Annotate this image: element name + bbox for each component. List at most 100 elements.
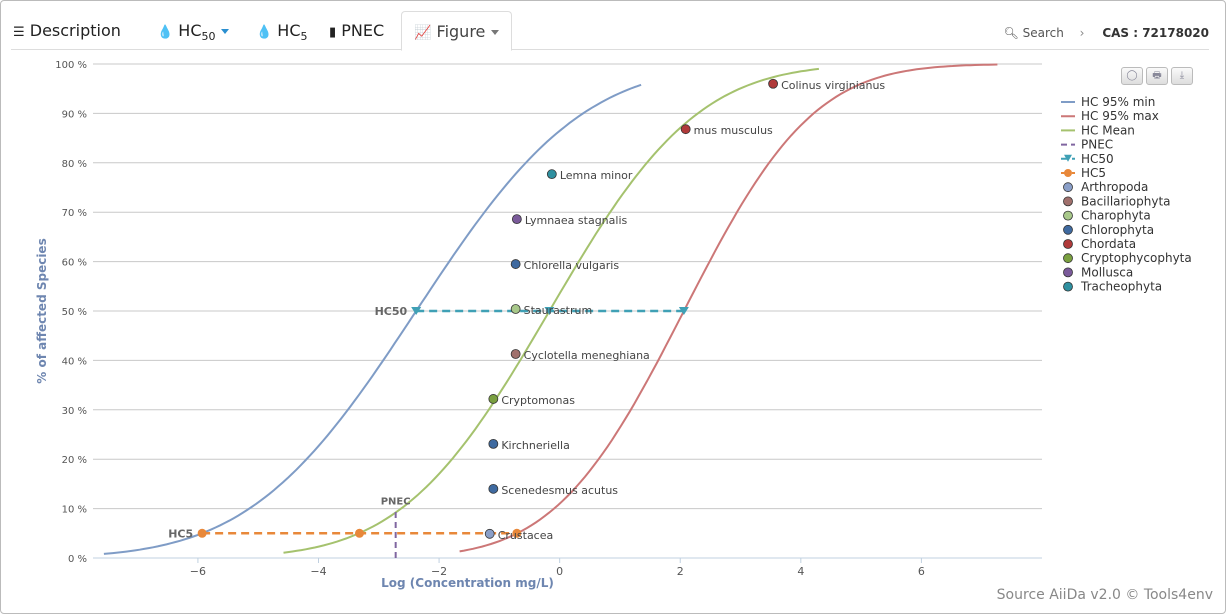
species-label: Cryptomonas [501, 394, 575, 407]
species-point [510, 259, 521, 269]
hc5-marker [512, 528, 522, 538]
tab-hc5[interactable]: 💧 HC5 [256, 21, 308, 44]
breadcrumb: 🔍︎ Search › CAS : 72178020 [1004, 13, 1209, 53]
book-icon: ▮ [329, 25, 337, 40]
x-tick-label: −2 [431, 565, 447, 578]
legend-marker [1063, 281, 1073, 292]
legend-item: Bacillariophyta [1081, 194, 1171, 208]
y-axis-title: % of affected Species [35, 238, 49, 383]
chart-icon: 📈 [414, 25, 432, 41]
y-tick-label: 70 % [62, 208, 87, 219]
print-button[interactable]: 🖶 [1146, 67, 1168, 85]
tab-hc50[interactable]: 💧 HC50 [157, 11, 230, 49]
species-label: Chlorella vulgaris [524, 259, 620, 272]
chevron-right-icon: › [1079, 26, 1085, 40]
species-point [768, 78, 778, 89]
hc5-label: HC5 [168, 527, 193, 540]
y-tick-label: 60 % [62, 258, 87, 269]
x-tick-label: −6 [190, 565, 206, 578]
species-label: Cyclotella meneghiana [524, 349, 650, 362]
legend-item: Arthropoda [1081, 180, 1148, 194]
chart-export-buttons: ◯ 🖶 ⤓ [1121, 63, 1196, 85]
species-point [511, 214, 522, 225]
y-tick-label: 50 % [62, 307, 87, 318]
curve-hc-95-min [103, 83, 642, 555]
tab-description[interactable]: ☰ Description [13, 21, 121, 40]
y-tick-label: 40 % [62, 356, 87, 367]
y-tick-label: 0 % [68, 554, 87, 565]
legend-marker [1064, 169, 1072, 177]
breadcrumb-cas: CAS : 72178020 [1102, 26, 1209, 40]
hc50-label: HC50 [375, 305, 408, 318]
legend-item: HC5 [1081, 166, 1106, 180]
species-label: Colinus virginianus [781, 79, 885, 92]
species-point [488, 394, 499, 404]
caret-down-icon [491, 30, 500, 35]
tab-bar: ☰ Description 💧 HC50 💧 HC5 ▮ PNEC 📈 Figu… [11, 11, 1209, 53]
legend-item: Cryptophycophyta [1081, 251, 1192, 265]
source-credit: Source AiiDa v2.0 © Tools4env [996, 587, 1213, 603]
x-axis-title: Log (Concentration mg/L) [381, 576, 554, 590]
legend-item: PNEC [1081, 138, 1113, 152]
search-icon: 🔍︎ [1003, 26, 1019, 40]
species-point [510, 304, 521, 314]
species-point [488, 438, 499, 449]
list-icon: ☰ [13, 25, 25, 40]
legend-item: Chlorophyta [1081, 223, 1154, 237]
curve-hc-95-max [459, 63, 998, 553]
x-tick-label: 0 [556, 565, 563, 578]
legend-item: HC Mean [1081, 123, 1135, 137]
x-tick-label: 2 [677, 565, 684, 578]
species-point [680, 124, 691, 135]
species-label: Staurastrum [524, 304, 593, 317]
y-tick-label: 80 % [62, 159, 87, 170]
download-button[interactable]: ⤓ [1171, 67, 1193, 85]
legend-marker [1063, 267, 1073, 278]
species-point [546, 169, 557, 180]
y-tick-label: 10 % [62, 505, 87, 516]
curve-hc-mean [283, 67, 820, 554]
legend-item: HC 95% max [1081, 109, 1159, 123]
x-tick-label: 6 [918, 565, 925, 578]
tab-figure[interactable]: 📈 Figure [401, 11, 513, 51]
species-point [488, 483, 499, 494]
drop-icon: 💧 [256, 25, 273, 40]
y-tick-label: 30 % [62, 406, 87, 417]
species-label: mus musculus [694, 124, 773, 137]
y-tick-label: 20 % [62, 455, 87, 466]
x-tick-label: 4 [797, 565, 804, 578]
y-tick-label: 90 % [62, 109, 87, 120]
tab-pnec[interactable]: ▮ PNEC [329, 21, 385, 40]
legend-item: Charophyta [1081, 209, 1151, 223]
species-label: Lemna minor [560, 169, 633, 182]
species-point [484, 528, 495, 539]
legend-item: HC50 [1081, 152, 1114, 166]
legend-item: Mollusca [1081, 265, 1133, 279]
legend-marker [1063, 224, 1073, 235]
species-label: Scenedesmus acutus [501, 484, 618, 497]
legend-item: HC 95% min [1081, 95, 1155, 109]
hc50-marker [678, 307, 689, 315]
species-label: Lymnaea stagnalis [525, 214, 628, 227]
legend-marker [1063, 196, 1073, 207]
legend-marker [1063, 182, 1073, 193]
pnec-label: PNEC [381, 497, 411, 508]
legend-marker [1064, 154, 1072, 162]
circle-button[interactable]: ◯ [1121, 67, 1143, 85]
legend-marker [1063, 253, 1073, 264]
breadcrumb-search[interactable]: Search [1022, 26, 1064, 40]
caret-down-icon [221, 29, 230, 34]
legend-item: Tracheophyta [1080, 280, 1162, 294]
hc50-marker [544, 307, 555, 315]
drop-icon: 💧 [157, 25, 174, 40]
y-tick-label: 100 % [55, 60, 87, 71]
species-label: Crustacea [498, 529, 554, 542]
x-tick-label: −4 [310, 565, 326, 578]
species-point [510, 349, 521, 359]
hc5-marker [354, 528, 364, 538]
species-label: Kirchneriella [501, 439, 570, 452]
legend-marker [1063, 210, 1073, 221]
legend-item: Chordata [1081, 237, 1136, 251]
